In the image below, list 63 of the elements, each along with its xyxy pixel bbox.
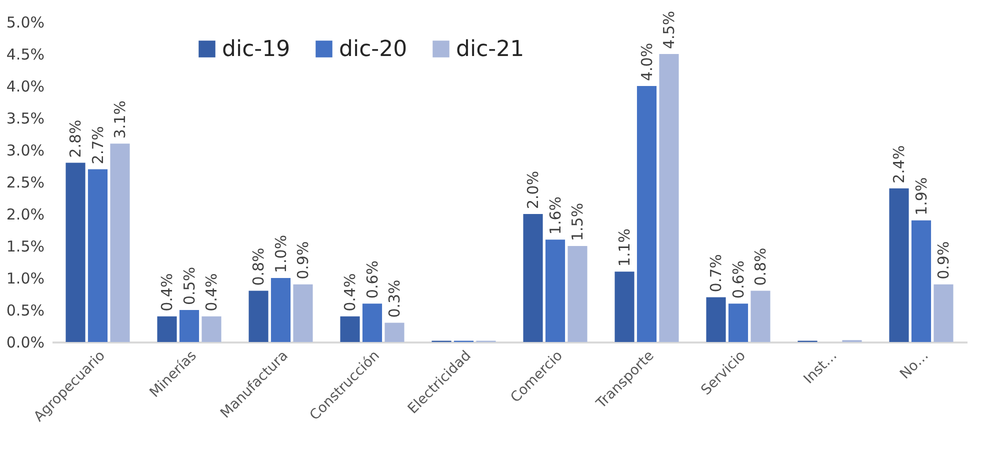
x-tick-label: No…	[897, 348, 932, 382]
data-label: 0.6%	[363, 260, 382, 299]
bar	[157, 316, 177, 342]
bar	[750, 290, 770, 342]
data-label: 3.1%	[110, 100, 129, 139]
y-tick-label: 0.5%	[6, 302, 44, 320]
bar	[659, 54, 679, 342]
data-label: 2.0%	[524, 170, 542, 209]
bar	[66, 162, 86, 342]
legend-label: dic-20	[339, 37, 408, 62]
bar	[202, 316, 222, 342]
bar	[728, 304, 748, 342]
data-label: 0.9%	[934, 241, 952, 280]
bar	[706, 297, 726, 342]
bar	[889, 188, 909, 342]
bar	[523, 214, 543, 342]
bar	[179, 310, 200, 342]
data-label: 0.4%	[202, 273, 220, 312]
bar	[568, 246, 588, 342]
data-label: 0.6%	[729, 260, 748, 299]
y-tick-label: 2.0%	[6, 206, 44, 224]
y-tick-label: 3.5%	[6, 110, 44, 128]
data-label: 0.5%	[180, 266, 198, 305]
bar	[362, 304, 382, 342]
bar	[293, 284, 313, 342]
data-label: 2.8%	[66, 120, 85, 158]
data-label: 1.5%	[568, 202, 586, 241]
y-tick-label: 4.5%	[6, 46, 44, 64]
y-tick-label: 1.5%	[6, 238, 44, 256]
bar	[614, 272, 634, 342]
data-label: 4.0%	[638, 42, 656, 81]
y-tick-label: 2.5%	[6, 174, 44, 192]
data-label: 1.9%	[912, 177, 930, 216]
y-tick-label: 0.0%	[6, 334, 44, 352]
bar	[636, 86, 657, 342]
bar	[934, 284, 954, 342]
bar	[110, 144, 130, 342]
data-label: 0.8%	[250, 248, 268, 286]
y-tick-label: 4.0%	[6, 78, 44, 96]
bar	[911, 220, 932, 342]
bar	[270, 278, 291, 342]
data-label: 0.3%	[385, 280, 404, 318]
bar	[545, 240, 566, 342]
data-label: 0.8%	[751, 248, 770, 286]
data-label: 0.7%	[707, 254, 726, 292]
data-label: 0.4%	[158, 273, 176, 312]
data-label: 0.9%	[294, 241, 312, 280]
data-label: 0.4%	[341, 273, 360, 312]
data-label: 2.4%	[890, 145, 908, 184]
y-tick-label: 3.0%	[6, 142, 44, 160]
data-label: 4.5%	[660, 10, 678, 49]
data-label: 1.0%	[272, 234, 290, 273]
bar	[384, 322, 404, 342]
data-label: 2.7%	[88, 126, 107, 164]
data-label: 1.6%	[546, 196, 564, 235]
bar	[340, 316, 360, 342]
bar	[248, 290, 268, 342]
y-tick-label: 5.0%	[6, 14, 44, 32]
data-label: 1.1%	[616, 228, 634, 267]
legend-label: dic-21	[456, 37, 524, 62]
y-tick-label: 1.0%	[6, 270, 44, 288]
bar	[88, 169, 108, 342]
legend-label: dic-19	[222, 37, 290, 62]
